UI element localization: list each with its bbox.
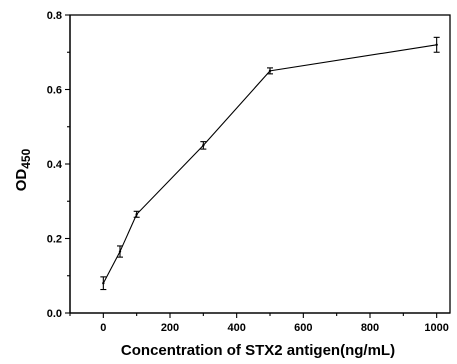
y-tick-label: 0.6 <box>47 85 62 97</box>
x-tick-label: 400 <box>227 322 245 334</box>
x-tick-label: 0 <box>100 322 106 334</box>
y-tick-label: 0.8 <box>47 10 62 22</box>
y-axis-title: OD450 <box>13 148 33 191</box>
y-axis-title-main: OD <box>13 169 30 192</box>
x-tick-label: 800 <box>361 322 379 334</box>
y-axis-title-sub: 450 <box>19 148 33 168</box>
y-tick-label: 0.0 <box>47 308 62 320</box>
plot-area <box>100 36 440 291</box>
x-tick-label: 600 <box>294 322 312 334</box>
y-ticks: 0.0 0.2 0.4 0.6 0.8 <box>47 10 70 320</box>
axes <box>69 14 451 314</box>
x-tick-label: 1000 <box>424 322 448 334</box>
x-axis-title: Concentration of STX2 antigen(ng/mL) <box>121 342 395 359</box>
axes-frame-bottom-left <box>69 14 451 314</box>
y-tick-label: 0.2 <box>47 234 62 246</box>
x-ticks: 0 200 400 600 800 1000 <box>69 313 449 334</box>
data-point <box>268 69 272 73</box>
data-point <box>435 43 438 46</box>
data-point <box>135 213 138 216</box>
series-line <box>102 44 437 284</box>
data-point <box>102 282 105 285</box>
y-tick-label: 0.4 <box>47 159 63 171</box>
x-tick-label: 200 <box>161 322 179 334</box>
data-point <box>118 250 122 253</box>
data-point <box>202 144 205 147</box>
